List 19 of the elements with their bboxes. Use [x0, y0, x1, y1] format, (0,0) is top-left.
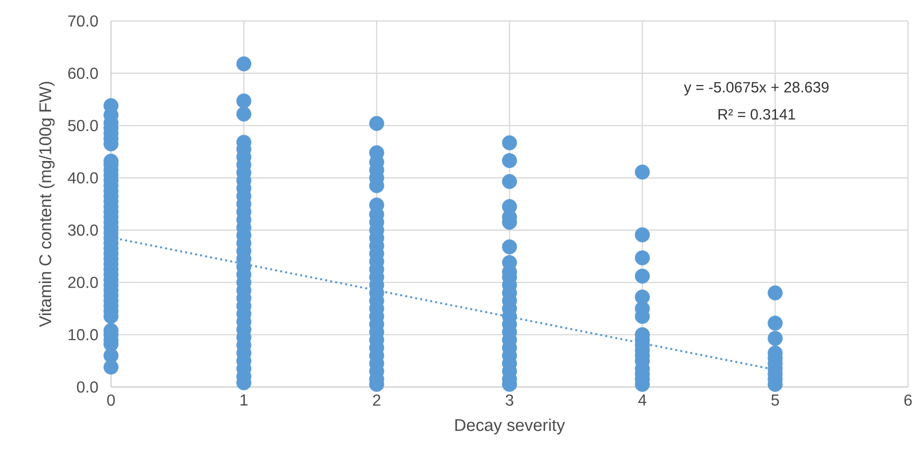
x-tick-label: 6 [904, 394, 912, 406]
y-tick-label: 30.0 [68, 224, 98, 236]
y-tick-label: 20.0 [68, 276, 98, 288]
x-tick-label: 0 [107, 394, 115, 406]
y-tick-label: 0.0 [76, 381, 98, 393]
x-tick-label: 4 [638, 394, 646, 406]
y-tick-label: 10.0 [68, 329, 98, 340]
y-tick-label: 50.0 [68, 120, 98, 132]
y-tick-label: 70.0 [68, 15, 98, 27]
y-axis-title: Vitamin C content (mg/100g FW) [38, 82, 55, 328]
annotation: y = -5.0675x + 28.639 [684, 82, 829, 96]
x-axis-title: Decay severity [455, 418, 565, 434]
y-tick-label: 40.0 [68, 172, 98, 184]
annotation: R² = 0.3141 [718, 109, 796, 120]
x-tick-label: 5 [771, 394, 779, 406]
x-tick-label: 3 [506, 394, 514, 406]
x-tick-label: 2 [373, 394, 380, 406]
y-tick-label: 60.0 [68, 68, 98, 79]
x-tick-label: 1 [240, 394, 248, 406]
